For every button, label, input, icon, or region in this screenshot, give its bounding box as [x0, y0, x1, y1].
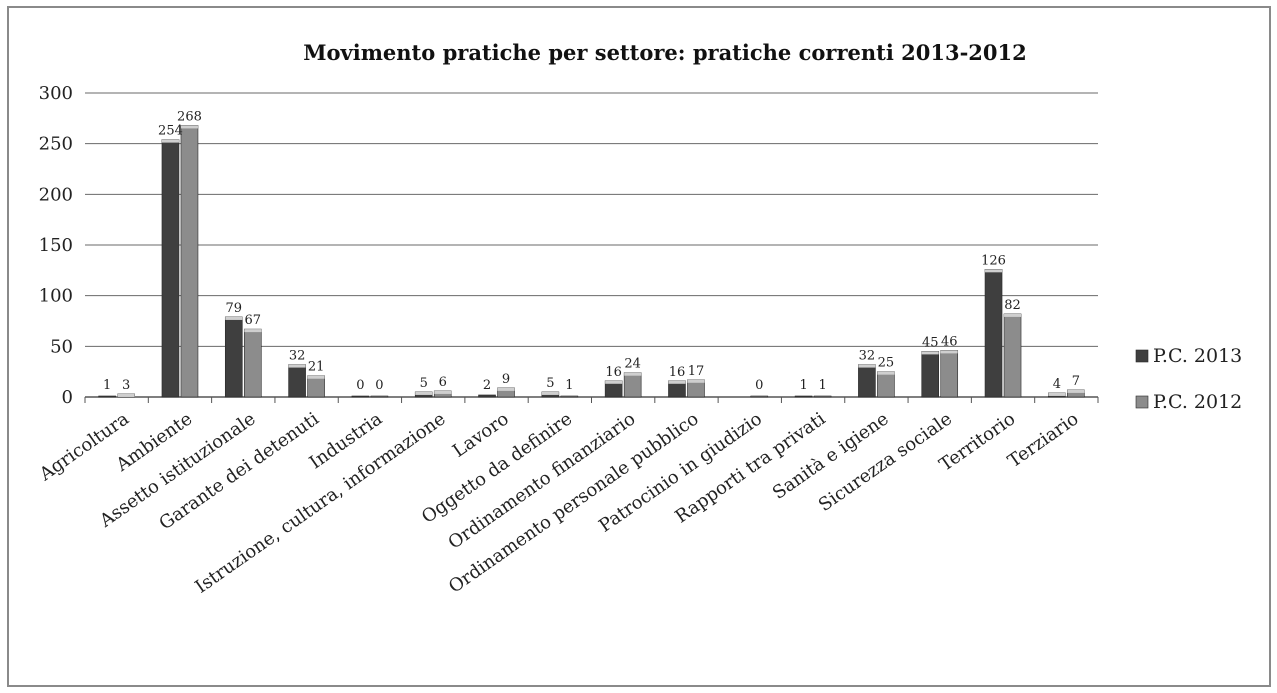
legend-swatch: [1135, 395, 1149, 409]
bar: [921, 351, 940, 398]
bar: [478, 394, 496, 398]
bar-top-highlight: [1067, 389, 1085, 393]
data-label: 25: [878, 356, 895, 371]
data-label: 24: [624, 357, 641, 372]
bar-top-highlight: [541, 391, 559, 395]
bar: [161, 139, 180, 398]
data-label: 32: [859, 349, 876, 364]
data-label: 126: [981, 253, 1006, 268]
data-label: 16: [669, 365, 686, 380]
data-label: 17: [688, 364, 705, 379]
data-label: 5: [420, 376, 428, 391]
data-label: 0: [356, 378, 364, 393]
bar-top-highlight: [624, 372, 642, 376]
data-label: 1: [799, 378, 807, 393]
data-label: 0: [375, 378, 383, 393]
bar-top-highlight: [1048, 392, 1066, 396]
bar: [858, 364, 876, 398]
bar: [307, 375, 325, 398]
y-tick-label: 100: [39, 286, 73, 307]
bar-top-highlight: [985, 269, 1003, 273]
bar: [180, 125, 199, 398]
data-label: 79: [226, 301, 243, 316]
data-label: 0: [755, 378, 763, 393]
bar: [370, 395, 389, 398]
data-label: 46: [941, 334, 958, 349]
data-label: 82: [1004, 298, 1021, 313]
bar: [560, 395, 579, 398]
bar: [984, 269, 1003, 398]
bar-top-highlight: [117, 393, 135, 397]
y-tick-label: 250: [39, 134, 73, 155]
bar-top-highlight: [668, 380, 686, 384]
bar: [877, 371, 895, 398]
bar-top-highlight: [687, 379, 705, 383]
bar-top-highlight: [858, 364, 876, 368]
bar-top-highlight: [180, 125, 198, 129]
y-tick-label: 150: [39, 235, 73, 256]
data-label: 1: [103, 378, 111, 393]
bar: [243, 328, 262, 398]
data-label: 1: [565, 378, 573, 393]
legend-swatch: [1135, 349, 1149, 363]
bar: [813, 395, 832, 398]
bar-top-highlight: [605, 380, 623, 384]
bar-top-highlight: [940, 350, 958, 354]
bars: [98, 125, 1085, 398]
y-tick-label: 50: [50, 336, 73, 357]
bar: [750, 395, 769, 398]
data-label: 32: [289, 349, 306, 364]
x-tick-label: Agricoltura: [35, 408, 133, 485]
data-label: 268: [177, 109, 202, 124]
bar-top-highlight: [877, 371, 895, 375]
data-label: 67: [245, 313, 262, 328]
data-label: 21: [308, 360, 325, 375]
chart-title: Movimento pratiche per settore: pratiche…: [303, 40, 1026, 65]
data-label: 3: [122, 378, 130, 393]
bar: [940, 350, 959, 398]
bar-top-highlight: [415, 391, 433, 395]
data-label: 45: [922, 335, 939, 350]
bar-top-highlight: [434, 390, 452, 394]
data-label: 4: [1053, 377, 1061, 392]
data-label: 254: [158, 124, 183, 139]
y-axis-ticks: 0 50 100 150 200 250 300: [39, 83, 73, 408]
legend: P.C. 2013 P.C. 2012: [1135, 345, 1242, 413]
bar-top-highlight: [288, 364, 306, 368]
bar-top-highlight: [497, 387, 515, 391]
bar-top-highlight: [244, 329, 262, 333]
bar-top-highlight: [161, 139, 179, 143]
bar: [794, 395, 813, 398]
bar-top-highlight: [307, 375, 325, 379]
bar: [98, 395, 116, 398]
data-label: 1: [818, 378, 826, 393]
bar: [1003, 313, 1022, 398]
bar-top-highlight: [1004, 313, 1022, 317]
data-label: 5: [546, 376, 554, 391]
data-label: 7: [1072, 374, 1080, 389]
x-tick-label: Terziario: [1004, 408, 1082, 472]
data-label: 2: [483, 378, 491, 393]
bar: [623, 372, 642, 398]
y-tick-label: 200: [39, 184, 73, 205]
bar: [288, 364, 306, 398]
bar-top-highlight: [921, 351, 939, 355]
bar: [224, 316, 243, 398]
bar-top-highlight: [225, 316, 243, 320]
data-label: 9: [502, 372, 510, 387]
y-tick-label: 0: [62, 387, 73, 408]
bar: [351, 395, 370, 398]
y-tick-label: 300: [39, 83, 73, 104]
legend-label: P.C. 2013: [1153, 345, 1242, 367]
data-label: 16: [605, 365, 622, 380]
data-label: 6: [439, 375, 447, 390]
legend-label: P.C. 2012: [1153, 391, 1242, 413]
